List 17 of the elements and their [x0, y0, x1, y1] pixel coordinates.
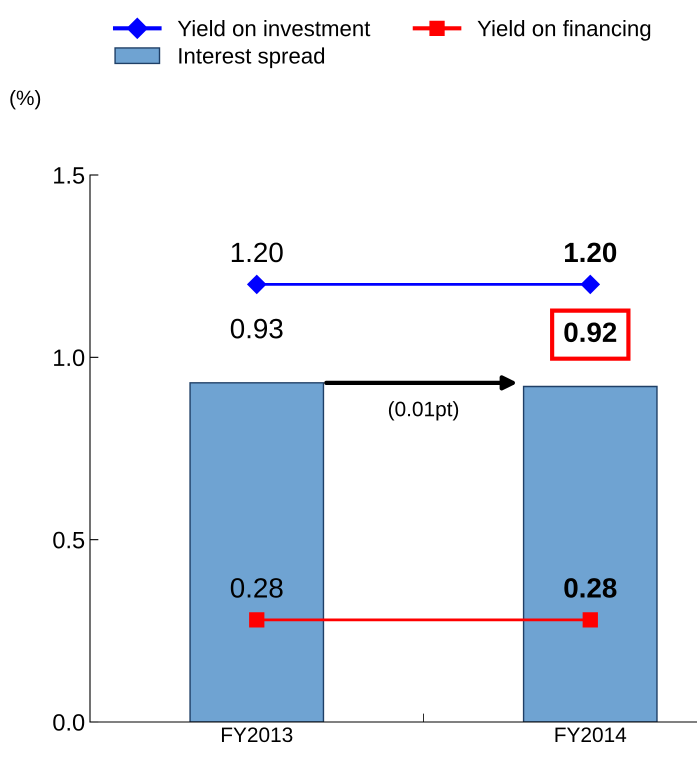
data-label: 0.28	[564, 578, 616, 598]
y-axis-title: (%)	[10, 90, 40, 110]
legend-label: Yield on financing	[478, 20, 650, 41]
data-label: 0.28	[230, 578, 283, 598]
x-tick-label: FY2014	[556, 727, 626, 742]
data-label: 0.93	[230, 318, 283, 338]
annotation: (0.01pt)	[388, 401, 458, 421]
data-label: 0.92	[564, 322, 616, 342]
y-tick-label: 0.0	[53, 714, 84, 731]
y-tick-label: 1.0	[54, 349, 84, 366]
legend-label: Yield on investment	[178, 20, 370, 36]
y-tick-label: 0.5	[53, 532, 84, 548]
legend-label: Interest spread	[179, 47, 324, 68]
y-tick-label: 1.5	[54, 167, 84, 184]
data-label: 1.20	[232, 242, 283, 262]
data-label: 1.20	[564, 242, 616, 262]
x-tick-label: FY2013	[222, 727, 292, 742]
